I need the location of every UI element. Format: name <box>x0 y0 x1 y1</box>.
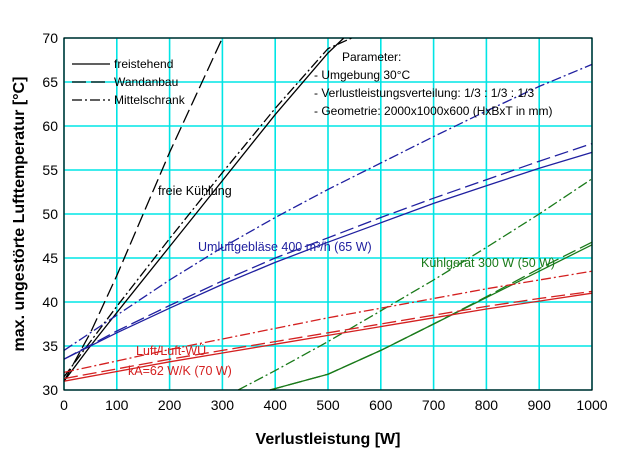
annotation-luft-luft-wue: Luft/Luft-WÜ <box>136 344 206 358</box>
x-axis-title: Verlustleistung [W] <box>256 431 401 448</box>
x-tick-label: 200 <box>158 397 182 413</box>
annotation-umluftgeblaese: Umluftgebläse 400 m³/h (65 W) <box>198 240 372 254</box>
x-tick-label: 500 <box>316 397 340 413</box>
tick-labels: 0 100 200 300 400 500 600 700 800 900 1000 30 35 40 45… <box>42 30 607 413</box>
y-tick-label: 55 <box>42 162 58 178</box>
plot-frame <box>63 37 593 391</box>
series-line <box>63 37 353 378</box>
series-line <box>63 151 593 360</box>
x-tick-label: 900 <box>528 397 552 413</box>
y-tick-label: 30 <box>42 382 58 398</box>
y-tick-label: 65 <box>42 74 58 90</box>
annotation-freie-kuehlung: freie Kühlung <box>158 184 232 198</box>
x-tick-label: 1000 <box>576 397 607 413</box>
parameter-box: Parameter: - Umgebung 30°C - Verlustleis… <box>314 50 553 118</box>
y-tick-label: 35 <box>42 338 58 354</box>
series-group <box>63 37 593 391</box>
series-line <box>269 241 593 391</box>
series-line <box>63 270 593 374</box>
series-line <box>63 37 345 382</box>
series-line <box>237 178 593 391</box>
parameter-line: - Verlustleistungsverteilung: 1/3 : 1/3 … <box>314 86 534 100</box>
series-line <box>63 37 223 382</box>
y-tick-label: 60 <box>42 118 58 134</box>
x-tick-label: 100 <box>105 397 129 413</box>
parameter-heading: Parameter: <box>342 50 401 64</box>
parameter-line: - Geometrie: 2000x1000x600 (HxBxT in mm) <box>314 104 553 118</box>
legend-label-freistehend: freistehend <box>114 57 173 71</box>
x-tick-label: 300 <box>211 397 235 413</box>
y-tick-label: 70 <box>42 30 58 46</box>
x-tick-label: 600 <box>369 397 393 413</box>
series-line <box>63 142 593 360</box>
legend-label-mittelschrank: Mittelschrank <box>114 93 186 107</box>
y-axis-title: max. ungestörte Lufttemperatur [°C] <box>11 77 28 352</box>
series-line <box>63 63 593 351</box>
annotation-kuehlgeraet: Kühlgerät 300 W (50 W) <box>421 256 555 270</box>
annotation-ka-value: kA=62 W/K (70 W) <box>128 364 232 378</box>
y-tick-label: 45 <box>42 250 58 266</box>
legend: freistehend Wandanbau Mittelschrank <box>72 57 186 107</box>
y-tick-label: 50 <box>42 206 58 222</box>
x-tick-label: 400 <box>264 397 288 413</box>
y-tick-label: 40 <box>42 294 58 310</box>
legend-label-wandanbau: Wandanbau <box>114 75 178 89</box>
x-tick-label: 700 <box>422 397 446 413</box>
x-tick-label: 0 <box>60 397 68 413</box>
series-line <box>63 292 593 382</box>
series-line <box>63 290 593 380</box>
x-tick-label: 800 <box>475 397 499 413</box>
parameter-line: - Umgebung 30°C <box>314 68 411 82</box>
